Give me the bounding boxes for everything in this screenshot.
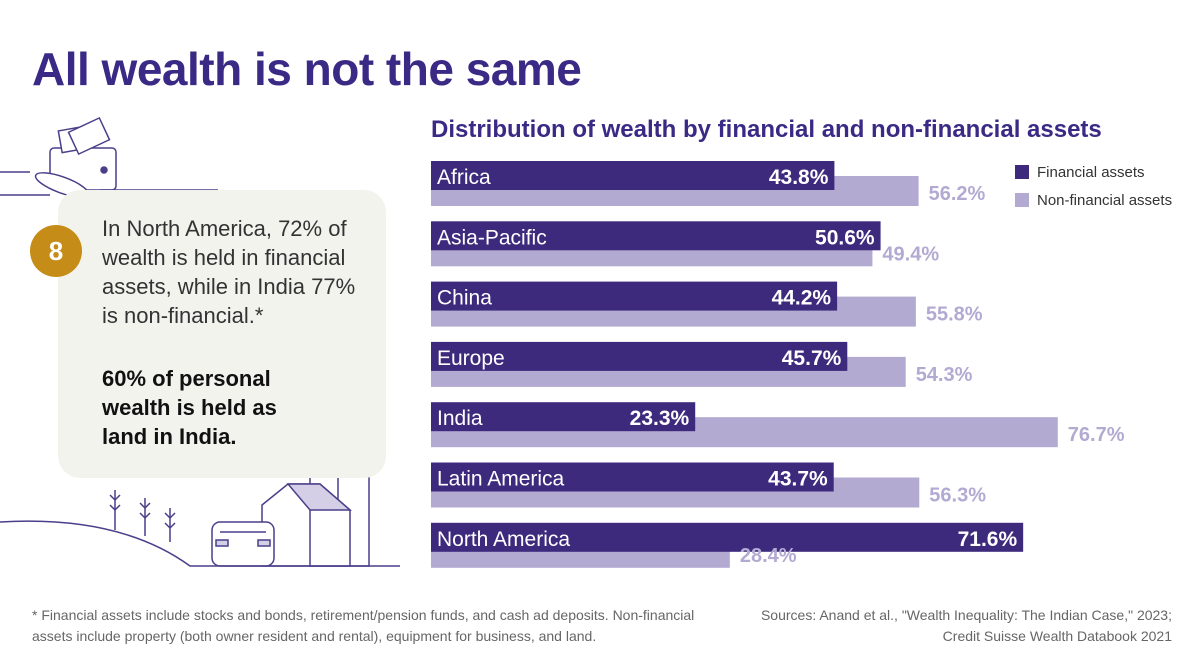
- non-financial-value-label: 56.3%: [929, 485, 986, 507]
- financial-bar: [431, 462, 834, 492]
- non-financial-value-label: 76.7%: [1068, 424, 1125, 446]
- legend-swatch: [1015, 165, 1029, 179]
- footnote: * Financial assets include stocks and bo…: [32, 607, 695, 644]
- non-financial-value-label: 54.3%: [916, 364, 973, 386]
- financial-bar: [431, 341, 848, 371]
- financial-bar: [431, 221, 881, 251]
- non-financial-value-label: 28.4%: [740, 545, 797, 567]
- category-label: China: [437, 287, 492, 310]
- callout-text: In North America, 72% of wealth is held …: [102, 216, 356, 328]
- wheat-icon: [109, 490, 176, 542]
- financial-value-label: 71.6%: [958, 528, 1018, 551]
- financial-value-label: 23.3%: [630, 407, 690, 430]
- non-financial-value-label: 56.2%: [929, 183, 986, 205]
- category-label: Europe: [437, 347, 505, 370]
- non-financial-value-label: 49.4%: [882, 243, 939, 265]
- financial-value-label: 45.7%: [782, 347, 842, 370]
- non-financial-value-label: 55.8%: [926, 304, 983, 326]
- financial-bar: [431, 522, 1024, 552]
- financial-value-label: 50.6%: [815, 226, 875, 249]
- sources: Sources: Anand et al., "Wealth Inequalit…: [760, 607, 1172, 644]
- legend-item-financial: Financial assets: [1015, 158, 1172, 186]
- financial-bar: [431, 161, 835, 190]
- financial-bar: [431, 281, 838, 311]
- house-icon: [261, 483, 353, 567]
- financial-value-label: 43.8%: [769, 166, 829, 189]
- category-label: Asia-Pacific: [437, 226, 547, 249]
- category-label: Africa: [437, 166, 491, 189]
- chart-title: Distribution of wealth by financial and …: [431, 116, 1102, 143]
- page-title: All wealth is not the same: [32, 43, 582, 95]
- legend-swatch: [1015, 193, 1029, 207]
- category-label: North America: [437, 528, 570, 551]
- category-label: Latin America: [437, 468, 565, 491]
- financial-value-label: 43.7%: [768, 468, 828, 491]
- bar-chart: Africa 43.8% 56.2% Asia-Pacific 50.6% 49.4% Ch…: [431, 161, 1125, 568]
- financial-value-label: 44.2%: [772, 287, 832, 310]
- legend-item-non-financial: Non-financial assets: [1015, 186, 1172, 214]
- hill-line: [0, 520, 400, 567]
- callout-number-badge: 8: [30, 225, 82, 277]
- callout-highlight: 60% of personal wealth is held as land i…: [102, 366, 277, 449]
- category-label: India: [437, 407, 483, 430]
- chart-legend: Financial assets Non-financial assets: [1015, 158, 1172, 214]
- wallet-icon: [0, 116, 218, 198]
- financial-bar: [431, 402, 696, 432]
- callout-box: [58, 190, 386, 478]
